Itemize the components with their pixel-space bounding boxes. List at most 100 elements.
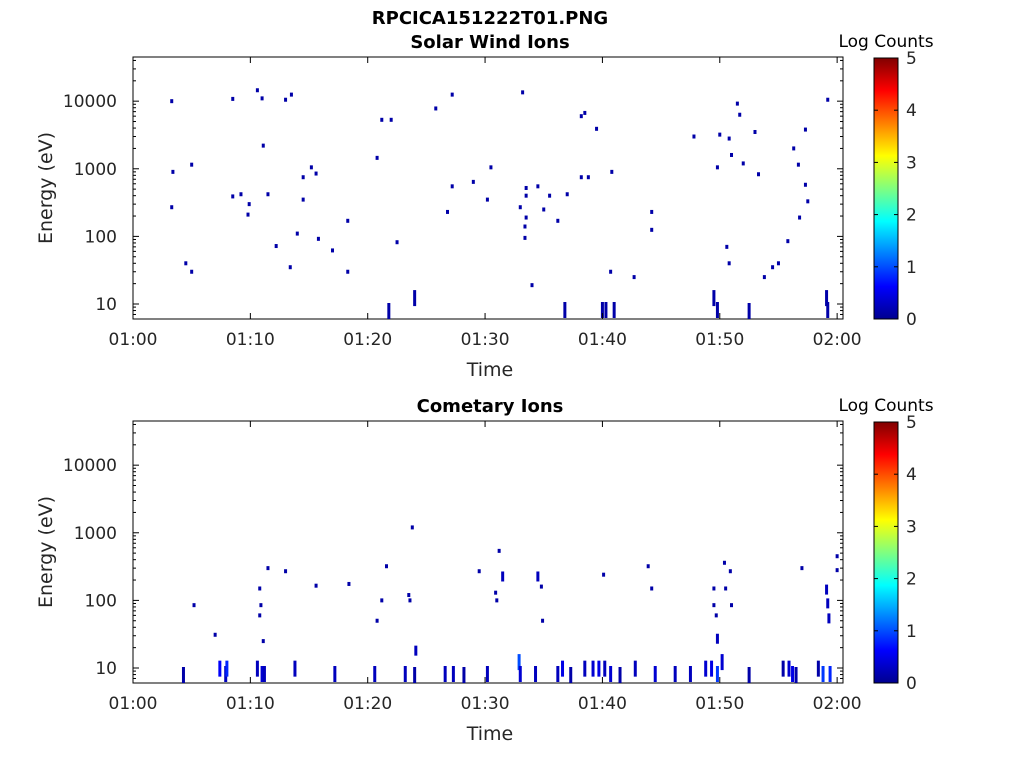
spectrogram-marks — [170, 88, 830, 319]
spectrogram-cell — [828, 666, 832, 683]
spectrogram-cell — [722, 560, 726, 565]
spectrogram-marks — [181, 525, 839, 683]
x-tick-label: 01:40 — [578, 694, 627, 714]
colorbar — [873, 421, 899, 684]
spectrogram-cell — [395, 240, 399, 245]
colorbar-tick-label: 4 — [906, 101, 917, 121]
colorbar-tick-label: 2 — [906, 206, 917, 226]
colorbar-tick-label: 1 — [906, 622, 917, 642]
spectrogram-cell — [821, 666, 825, 683]
spectrogram-cell — [413, 667, 417, 683]
spectrogram-cell — [274, 244, 278, 249]
spectrogram-cell — [747, 667, 751, 683]
x-tick-label: 01:50 — [695, 330, 744, 350]
spectrogram-cell — [556, 218, 560, 223]
spectrogram-cell — [603, 660, 607, 677]
spectrogram-cell — [523, 235, 527, 240]
spectrogram-cell — [239, 192, 243, 197]
spectrogram-cell — [314, 583, 318, 588]
spectrogram-cell — [266, 192, 270, 197]
spectrogram-cell — [715, 302, 719, 319]
spectrogram-cell — [316, 236, 320, 241]
x-tick-label: 01:30 — [461, 694, 510, 714]
spectrogram-cell — [825, 584, 829, 595]
spectrogram-cell — [536, 571, 540, 582]
spectrogram-cell — [501, 571, 505, 582]
spectrogram-cell — [650, 209, 654, 214]
spectrogram-cell — [792, 146, 796, 151]
spectrogram-cell — [284, 97, 288, 102]
spectrogram-cell — [387, 303, 391, 319]
plot-area — [132, 420, 844, 684]
spectrogram-cell — [825, 290, 829, 307]
spectrogram-cell — [591, 660, 595, 677]
spectrogram-cell — [725, 244, 729, 249]
spectrogram-cell — [246, 212, 250, 217]
spectrogram-cell — [389, 117, 393, 122]
spectrogram-cell — [181, 667, 185, 683]
spectrogram-cell — [730, 152, 734, 157]
spectrogram-cell — [524, 193, 528, 198]
panel-title: Solar Wind Ions — [410, 32, 569, 53]
x-tick-label: 01:20 — [343, 694, 392, 714]
spectrogram-cell — [800, 566, 804, 571]
spectrogram-cell — [534, 666, 538, 683]
spectrogram-cell — [524, 215, 528, 220]
spectrogram-cell — [650, 586, 654, 591]
spectrogram-cell — [471, 179, 475, 184]
spectrogram-cell — [548, 193, 552, 198]
cometary-ions-panel: Cometary Ions 01:00 01:10 01:20 01:30 01:40 0… — [35, 396, 934, 745]
spectrogram-cell — [451, 666, 455, 683]
spectrogram-cell — [218, 660, 222, 677]
spectrogram-cell — [692, 134, 696, 139]
spectrogram-cell — [720, 654, 724, 671]
colorbar-ticks: 0 1 2 3 4 5 — [874, 413, 917, 694]
spectrogram-cell — [477, 569, 481, 574]
spectrogram-cell — [724, 586, 728, 591]
x-tick-label: 01:40 — [578, 330, 627, 350]
y-axis-ticks: 10 100 1000 10000 — [63, 423, 843, 684]
x-tick-label: 01:50 — [695, 694, 744, 714]
spectrogram-cell — [650, 227, 654, 232]
spectrogram-cell — [771, 265, 775, 270]
spectrogram-cell — [786, 239, 790, 244]
x-axis-label: Time — [466, 723, 514, 745]
colorbar-tick-label: 4 — [906, 465, 917, 485]
spectrogram-cell — [541, 618, 545, 623]
spectrogram-cell — [730, 603, 734, 608]
spectrogram-cell — [260, 96, 264, 101]
spectrogram-cell — [803, 182, 807, 187]
spectrogram-cell — [261, 143, 265, 148]
spectrogram-cell — [600, 302, 604, 319]
spectrogram-cell — [597, 660, 601, 677]
spectrogram-cell — [301, 175, 305, 180]
spectrogram-cell — [301, 197, 305, 202]
spectrogram-cell — [518, 666, 522, 683]
panel-title: Cometary Ions — [417, 396, 564, 417]
spectrogram-cell — [255, 660, 259, 677]
spectrogram-cell — [288, 265, 292, 270]
x-tick-label: 01:20 — [343, 330, 392, 350]
spectrogram-cell — [530, 283, 534, 288]
spectrogram-cell — [261, 639, 265, 644]
spectrogram-cell — [583, 660, 587, 677]
spectrogram-cell — [827, 613, 831, 624]
colorbar-tick-label: 0 — [906, 310, 917, 330]
spectrogram-cell — [803, 127, 807, 132]
y-tick-label: 10000 — [63, 92, 117, 112]
spectrogram-cell — [170, 99, 174, 104]
spectrogram-cell — [450, 92, 454, 97]
spectrogram-cell — [718, 132, 722, 137]
spectrogram-cell — [609, 666, 613, 683]
spectrogram-cell — [403, 666, 407, 683]
spectrogram-cell — [380, 117, 384, 122]
spectrogram-cell — [495, 598, 499, 603]
spectrogram-cell — [523, 224, 527, 229]
spectrogram-cell — [384, 564, 388, 569]
x-tick-label: 01:10 — [226, 694, 275, 714]
spectrogram-cell — [563, 302, 567, 319]
spectrogram-cell — [375, 618, 379, 623]
plot-area — [132, 56, 844, 320]
spectrogram-cell — [826, 97, 830, 102]
solar-wind-ions-panel: Solar Wind Ions 01:00 01:10 01:20 01:30 01:4… — [35, 32, 934, 381]
